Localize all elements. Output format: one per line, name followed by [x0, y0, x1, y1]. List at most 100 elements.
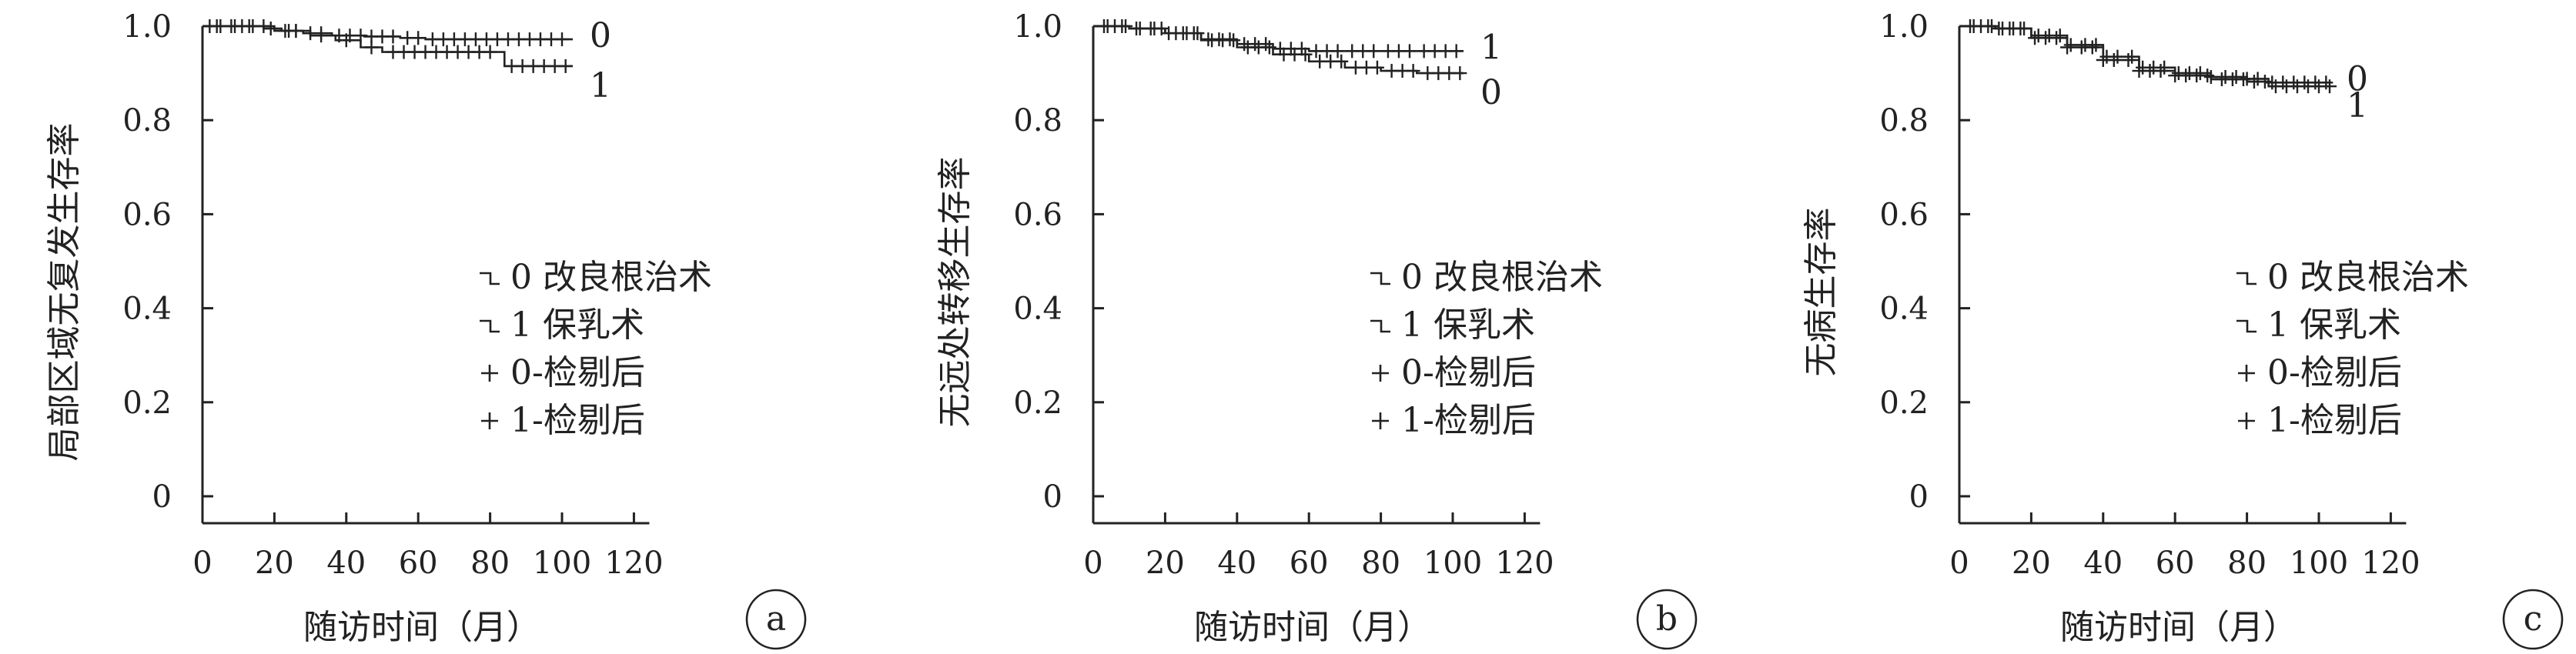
- survival-curve-1: [1959, 25, 2330, 88]
- censor-mark: [1259, 37, 1273, 52]
- censor-mark: [1449, 44, 1464, 58]
- censor-mark: [1162, 26, 1176, 41]
- y-tick-label: 1.0: [1879, 9, 1929, 45]
- panel-label: a: [766, 599, 786, 639]
- x-tick-label: 40: [1217, 546, 1256, 581]
- y-axis-title: 无病生存率: [1802, 208, 1841, 377]
- y-tick-label: 0.8: [1013, 103, 1062, 138]
- legend-item: 0-检剔后: [1372, 353, 1536, 392]
- x-tick-label: 100: [2290, 546, 2348, 581]
- curve-end-label: 1: [590, 66, 611, 105]
- censor-mark: [314, 28, 329, 43]
- legend-item: 1-检剔后: [1372, 401, 1536, 440]
- censor-mark: [2200, 68, 2215, 83]
- legend-step-icon: [1370, 272, 1390, 285]
- censor-mark: [2153, 64, 2168, 78]
- legend-item: 0 改良根治术: [1370, 258, 1603, 297]
- censor-mark: [242, 19, 256, 33]
- censor-mark: [1330, 44, 1345, 58]
- x-tick-label: 60: [2156, 546, 2195, 581]
- x-tick-label: 100: [533, 546, 591, 581]
- censor-mark: [1298, 47, 1313, 62]
- censor-mark: [386, 29, 400, 44]
- legend-label: 1 保乳术: [2267, 305, 2401, 345]
- legend-label: 1-检剔后: [1401, 401, 1536, 440]
- y-tick-label: 0.2: [1013, 385, 1062, 421]
- legend-label: 0 改良根治术: [1401, 258, 1603, 297]
- censor-mark: [1981, 19, 1996, 33]
- y-axis-title: 无远处转移生存率: [935, 157, 975, 428]
- censor-mark: [2157, 60, 2172, 75]
- censor-mark: [2121, 52, 2136, 67]
- x-tick-label: 0: [192, 546, 212, 581]
- censor-mark: [2193, 66, 2207, 81]
- chart-panel-a: 0 0.2 0.4 0.6 0.8 1.0 0 20 40 60 80 100 120 随访时间（月） 局部…: [45, 9, 807, 650]
- curve-end-label: 1: [1480, 28, 1502, 67]
- panel-label-circle: [1636, 589, 1698, 650]
- censor-mark: [2060, 40, 2075, 55]
- x-tick-label: 120: [1495, 546, 1554, 581]
- censor-mark: [1966, 19, 1981, 33]
- censor-mark: [2236, 72, 2250, 87]
- legend-step-icon: [480, 272, 500, 285]
- x-tick-label: 60: [399, 546, 438, 581]
- censor-mark: [2323, 79, 2337, 94]
- y-tick-label: 0.6: [1879, 197, 1929, 232]
- panel-label: b: [1656, 599, 1678, 639]
- censor-mark: [2229, 69, 2243, 84]
- legend-item: 0-检剔后: [2238, 353, 2402, 392]
- censor-mark: [555, 32, 569, 47]
- legend-label: 0-检剔后: [1401, 353, 1536, 392]
- legend-item: 1-检剔后: [2238, 401, 2402, 440]
- censor-mark: [228, 19, 243, 33]
- censor-mark: [2319, 75, 2333, 90]
- legend-label: 1-检剔后: [2267, 401, 2402, 440]
- legend-item: 1 保乳术: [1370, 305, 1535, 345]
- legend-item: 0 改良根治术: [480, 258, 712, 297]
- legend-label: 1-检剔后: [510, 401, 645, 440]
- x-tick-label: 0: [1949, 546, 1969, 581]
- y-tick-label: 0: [1909, 479, 1929, 515]
- legend-item: 1 保乳术: [480, 305, 644, 345]
- censor-mark: [263, 22, 278, 36]
- censor-mark: [1370, 60, 1384, 75]
- legend-label: 0 改良根治术: [2267, 258, 2469, 297]
- y-tick-label: 0.8: [122, 103, 172, 138]
- x-tick-label: 80: [1361, 546, 1400, 581]
- survival-curve-1: [202, 25, 574, 68]
- legend-item: 0-检剔后: [481, 353, 645, 392]
- y-tick-label: 0.6: [122, 197, 172, 232]
- y-tick-label: 0: [152, 479, 172, 515]
- censor-mark: [2013, 22, 2028, 36]
- censor-mark: [339, 33, 353, 48]
- y-tick-label: 0.4: [1879, 292, 1929, 327]
- y-tick-label: 0.4: [1013, 292, 1062, 327]
- censor-mark: [411, 31, 426, 45]
- x-tick-label: 20: [255, 546, 294, 581]
- censor-mark: [2250, 72, 2265, 86]
- curve-end-label: 0: [590, 16, 611, 55]
- y-tick-label: 0: [1043, 479, 1062, 515]
- censor-mark: [558, 58, 573, 73]
- censor-mark: [1186, 26, 1201, 41]
- legend-label: 1 保乳术: [1401, 305, 1535, 345]
- y-tick-label: 0.4: [122, 292, 172, 327]
- y-tick-label: 1.0: [122, 9, 172, 45]
- legend-label: 0 改良根治术: [510, 258, 712, 297]
- x-tick-label: 120: [2361, 546, 2420, 581]
- censor-mark: [1367, 44, 1381, 58]
- y-tick-label: 1.0: [1013, 9, 1062, 45]
- censor-mark: [1453, 66, 1467, 81]
- legend-step-icon: [480, 319, 500, 333]
- censor-mark: [1100, 19, 1115, 33]
- x-tick-label: 60: [1290, 546, 1329, 581]
- y-axis-title: 局部区域无复发生存率: [45, 123, 84, 462]
- legend-item: 1 保乳术: [2236, 305, 2401, 345]
- censor-mark: [209, 19, 224, 33]
- censor-mark: [1334, 54, 1349, 68]
- legend-step-icon: [2236, 319, 2257, 333]
- censor-mark: [1294, 42, 1309, 56]
- legend-label: 0-检剔后: [510, 353, 645, 392]
- censor-mark: [1147, 22, 1162, 36]
